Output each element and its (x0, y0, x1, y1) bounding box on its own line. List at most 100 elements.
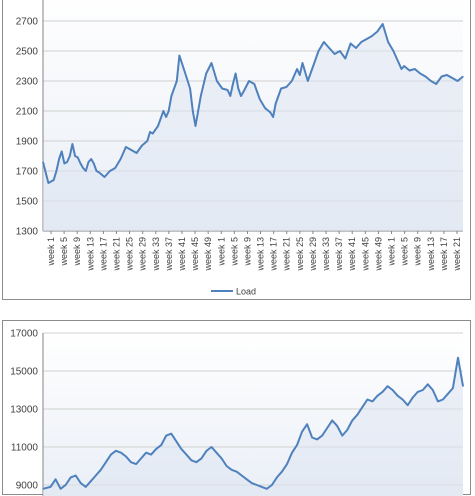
x-tick-label: week 5 (400, 237, 410, 267)
data-point (79, 162, 82, 165)
data-point (216, 80, 218, 82)
data-point (296, 444, 298, 446)
data-point (253, 83, 255, 85)
data-point (291, 80, 293, 82)
data-point (130, 149, 132, 151)
data-point (226, 465, 228, 467)
x-tick-label: week 17 (98, 237, 108, 272)
data-point (150, 454, 152, 456)
data-point (276, 476, 278, 478)
x-tick-label: week 49 (203, 237, 213, 272)
data-point (195, 461, 197, 463)
data-point (93, 162, 95, 165)
data-point (397, 395, 399, 397)
data-point (264, 107, 266, 109)
data-point (42, 161, 44, 163)
data-point (98, 171, 100, 174)
data-point (61, 150, 63, 153)
x-tick-label: week 41 (177, 237, 187, 272)
data-point (210, 446, 213, 448)
data-point (152, 132, 154, 135)
x-tick-label: week 29 (138, 237, 148, 272)
y-tick-label: 2300 (16, 77, 39, 88)
data-point (231, 469, 233, 471)
data-point (155, 448, 157, 450)
data-point (47, 182, 50, 184)
data-point (457, 357, 459, 359)
data-point (221, 87, 223, 90)
data-point (66, 161, 68, 163)
data-point (400, 68, 403, 70)
data-point (259, 98, 261, 100)
data-point (392, 50, 394, 52)
data-point (115, 450, 117, 452)
data-point (356, 414, 358, 416)
data-point (261, 486, 263, 488)
data-point (70, 476, 72, 478)
data-point (210, 62, 213, 64)
chart-top-frame: 1300 1500 1700 1900 2100 2300 2500 2700 week 1 we… (2, 0, 471, 300)
data-point (387, 385, 389, 387)
x-tick-label: week 45 (360, 237, 370, 272)
x-tick-label: week 33 (151, 237, 161, 272)
data-point (307, 80, 309, 82)
data-point (417, 391, 419, 393)
data-point (403, 65, 405, 67)
data-point (109, 170, 111, 172)
data-point (175, 440, 177, 442)
x-tick-label: week 5 (59, 237, 69, 267)
data-point (371, 400, 374, 402)
x-tick-label: week 9 (242, 237, 252, 267)
data-point (275, 102, 277, 105)
data-point (110, 454, 112, 456)
data-point (306, 423, 308, 425)
chart-bottom-frame: 9000 11000 13000 15000 17000 (2, 320, 471, 496)
data-point (331, 419, 333, 421)
x-tick-label: week 33 (321, 237, 331, 272)
data-point (422, 389, 424, 391)
data-point (321, 435, 323, 437)
data-point (180, 448, 182, 450)
data-point (366, 398, 368, 401)
data-point (323, 41, 325, 43)
data-point (87, 161, 90, 163)
x-tick-label: week 37 (334, 237, 344, 272)
data-point (328, 47, 330, 49)
data-point (58, 158, 60, 160)
data-point (100, 469, 102, 471)
y-tick-label: 15000 (10, 367, 38, 378)
data-point (145, 452, 147, 454)
x-tick-label: week 21 (452, 237, 462, 272)
data-point (435, 83, 437, 85)
data-point (281, 471, 283, 473)
data-point (82, 167, 84, 169)
data-point (170, 95, 172, 97)
data-point (192, 110, 194, 112)
data-point (248, 80, 250, 82)
data-point (200, 457, 202, 459)
x-tick-label: week 25 (125, 237, 135, 272)
data-point (157, 125, 159, 127)
data-point (272, 116, 274, 118)
data-point (408, 69, 411, 72)
data-point (65, 484, 67, 486)
data-point (232, 83, 234, 85)
x-tick-label: week 37 (164, 237, 174, 272)
data-point (462, 385, 464, 387)
data-point (430, 80, 432, 82)
data-point (53, 179, 55, 181)
x-tick-label: week 1 (387, 237, 397, 267)
data-point (407, 404, 409, 406)
data-point (312, 65, 314, 67)
data-point (424, 75, 427, 78)
data-point (176, 80, 178, 82)
data-point (351, 419, 353, 421)
data-point (235, 72, 237, 75)
data-point (427, 383, 429, 385)
data-point (271, 484, 273, 486)
data-point (135, 463, 137, 465)
data-point (402, 398, 404, 401)
data-point (60, 488, 62, 490)
x-tick-label: week 9 (72, 237, 82, 267)
series-area (43, 24, 463, 231)
